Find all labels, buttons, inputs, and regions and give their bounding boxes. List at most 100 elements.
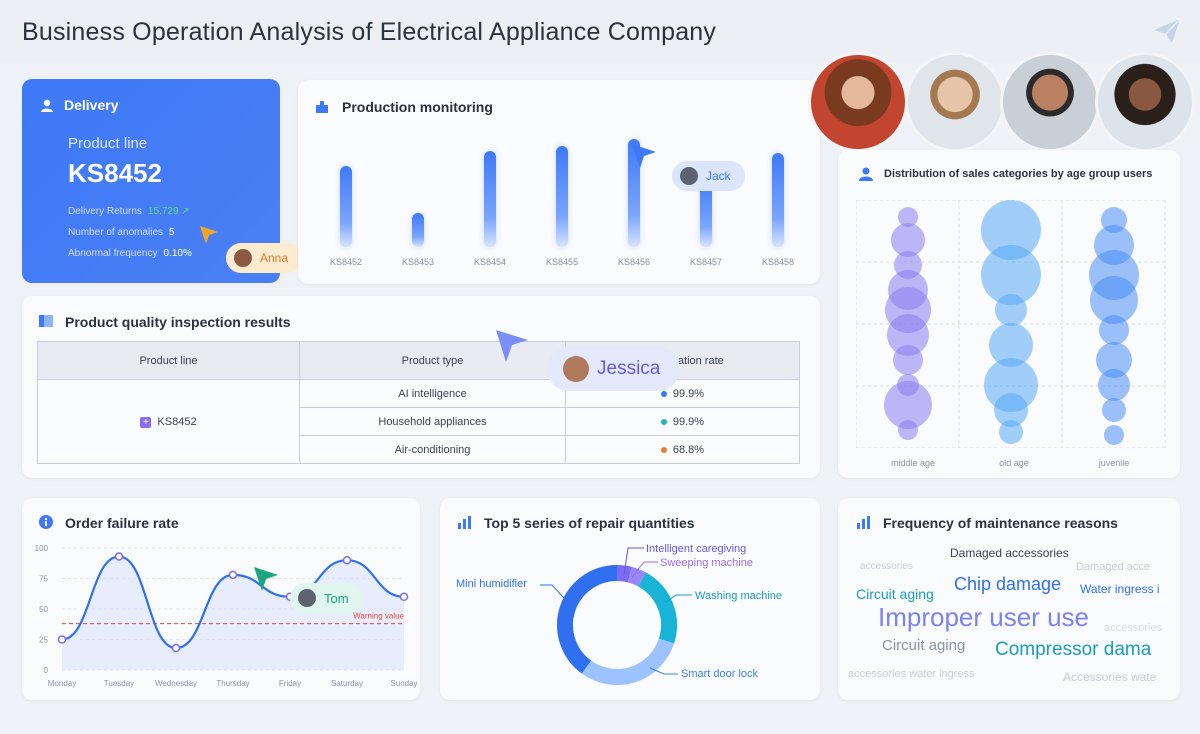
maintenance-title: Frequency of maintenance reasons (883, 515, 1118, 531)
production-bar (628, 139, 640, 247)
bar-label: KS8452 (329, 257, 363, 267)
rate-value: 99.9% (672, 415, 705, 428)
collab-name: Jessica (597, 358, 661, 379)
plus-square-icon[interactable]: + (140, 416, 152, 428)
data-point[interactable] (57, 635, 67, 644)
anomalies-row: Number of anomalies 5 (68, 227, 175, 238)
y-tick-label: 75 (39, 575, 48, 584)
bubble-chart (856, 200, 1166, 448)
word: Compressor dama (995, 639, 1152, 660)
status-dot (660, 446, 667, 453)
repair-title: Top 5 series of repair quantities (484, 515, 695, 531)
bubble (891, 223, 925, 257)
data-point[interactable] (171, 643, 181, 653)
word: Damaged accessories (950, 546, 1069, 560)
table-row: Air-conditioning 68.8% (38, 435, 800, 464)
bar-chart-icon (857, 516, 870, 529)
avatar (563, 356, 589, 382)
document-icon (39, 315, 53, 327)
bar-chart-icon (458, 516, 471, 529)
leader-line (540, 584, 565, 599)
bubble (999, 420, 1023, 444)
bubble (884, 381, 932, 429)
data-point[interactable] (114, 552, 124, 561)
donut-slice[interactable] (557, 565, 618, 674)
bubble (1098, 369, 1130, 401)
bubble (887, 314, 929, 356)
repair-card: Top 5 series of repair quantities Intell… (440, 498, 820, 700)
collab-name: Tom (324, 590, 349, 606)
avatar[interactable] (1095, 52, 1195, 152)
avatar[interactable] (1000, 52, 1100, 152)
word: Circuit aging (856, 586, 934, 602)
y-tick-label: 50 (39, 605, 48, 614)
production-title: Production monitoring (342, 99, 493, 115)
x-tick-label: Friday (279, 679, 301, 688)
word: Chip damage (954, 574, 1062, 594)
group-label: juvenile (1098, 458, 1130, 468)
avatar[interactable] (905, 52, 1005, 152)
leader-line (649, 667, 678, 675)
send-icon[interactable] (1152, 16, 1182, 46)
user-icon (41, 99, 53, 112)
trend-up-icon: ↗ (178, 206, 190, 217)
table-cell: Household appliances (299, 407, 566, 436)
production-bar (556, 146, 568, 247)
bubble (1104, 425, 1124, 445)
donut-slice[interactable] (637, 572, 677, 644)
word: Damaged acce (1076, 561, 1150, 573)
bubble (989, 323, 1033, 367)
production-bar (412, 213, 424, 247)
quality-table: Product line Product type Qualification … (37, 341, 800, 464)
column-header: Product line (37, 341, 300, 380)
column-header: Product type (299, 341, 566, 380)
slice-label: Sweeping machine (660, 557, 753, 569)
slice-label: Smart door lock (681, 668, 759, 680)
returns-row: Delivery Returns 15,729 ↗ (68, 206, 190, 217)
cursor-arrow-icon (496, 330, 528, 362)
x-tick-label: Sunday (390, 679, 417, 688)
user-icon (859, 167, 873, 181)
status-dot (660, 390, 667, 397)
returns-value: 15,729 (147, 206, 179, 217)
donut-slice[interactable] (627, 566, 646, 587)
x-tick-label: Wednesday (155, 679, 197, 688)
donut-chart (540, 547, 692, 685)
avatar (680, 167, 698, 185)
x-tick-label: Thursday (216, 679, 249, 688)
product-line-label: Product line (68, 135, 148, 152)
data-point[interactable] (228, 570, 238, 580)
data-point[interactable] (399, 592, 409, 602)
table-cell: Air-conditioning (299, 435, 566, 464)
production-bar (772, 152, 784, 247)
abnormal-row: Abnormal frequency 0.10% (68, 248, 192, 259)
bubble (994, 393, 1028, 427)
data-point[interactable] (342, 555, 352, 565)
product-line-value: KS8452 (157, 415, 197, 428)
bubble (1102, 398, 1126, 422)
bar-label: KS8453 (401, 257, 435, 267)
y-tick-label: 25 (39, 636, 48, 645)
quality-card: Product quality inspection results Produ… (22, 296, 820, 478)
collab-tag-jack: Jack (672, 161, 745, 191)
bar-label: KS8458 (761, 257, 795, 267)
distribution-card: Distribution of sales categories by age … (838, 150, 1180, 478)
table-cell: + KS8452 (37, 379, 300, 464)
avatar[interactable] (808, 52, 908, 152)
warning-label: Warning value (353, 612, 404, 621)
bubble (984, 358, 1038, 412)
word: accessories (1104, 622, 1163, 634)
donut-slice[interactable] (581, 638, 675, 685)
cursor-arrow-icon (632, 144, 656, 168)
bubble (1099, 315, 1129, 345)
cursor-arrow-icon (254, 567, 278, 591)
word-cloud: accessories Damaged accessories Damaged … (838, 498, 1180, 700)
leader-line (631, 561, 658, 578)
donut-slice[interactable] (616, 565, 632, 583)
header-bar: Business Operation Analysis of Electrica… (0, 0, 1200, 62)
avatar (234, 249, 252, 267)
table-row: Household appliances 99.9% (38, 407, 800, 436)
bubble (898, 420, 918, 440)
anomalies-label: Number of anomalies (68, 227, 164, 238)
production-bar (340, 166, 352, 247)
